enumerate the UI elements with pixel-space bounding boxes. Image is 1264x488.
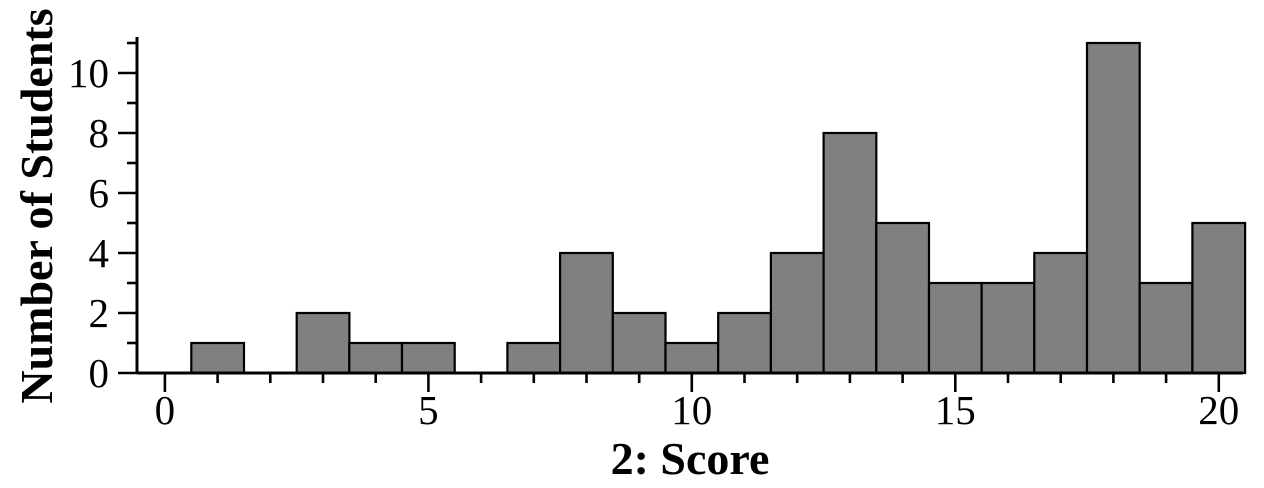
tick-layer <box>118 41 1221 392</box>
bar-score-8 <box>558 251 614 375</box>
bar-score-20 <box>1191 221 1247 375</box>
y-tick-label-0: 0 <box>89 350 110 396</box>
x-tick-label-10: 10 <box>671 387 712 433</box>
bar-score-3 <box>295 311 351 375</box>
bar-score-7 <box>506 341 562 375</box>
bars-layer <box>190 41 1247 375</box>
bar-score-12 <box>769 251 825 375</box>
axes-layer <box>135 37 1243 375</box>
bar-score-1 <box>190 341 246 375</box>
x-axis-title: 2: Score <box>611 433 770 484</box>
x-tick-label-15: 15 <box>935 387 976 433</box>
y-tick-label-4: 4 <box>89 230 110 276</box>
bar-score-18 <box>1085 41 1141 375</box>
x-tick-label-5: 5 <box>418 387 439 433</box>
bar-score-11 <box>717 311 773 375</box>
y-tick-label-6: 6 <box>89 170 110 216</box>
bar-score-4 <box>348 341 404 375</box>
bar-score-19 <box>1138 281 1194 375</box>
bar-score-16 <box>980 281 1036 375</box>
bar-score-5 <box>400 341 456 375</box>
x-tick-label-20: 20 <box>1198 387 1239 433</box>
y-tick-label-8: 8 <box>89 110 110 156</box>
y-tick-label-10: 10 <box>68 50 109 96</box>
tick-label-layer: 0 5 10 15 20 0 2 4 6 8 10 <box>68 50 1239 433</box>
bar-score-14 <box>875 221 931 375</box>
x-tick-label-0: 0 <box>155 387 176 433</box>
y-tick-label-2: 2 <box>89 290 110 336</box>
bar-score-13 <box>822 131 878 375</box>
bar-score-9 <box>611 311 667 375</box>
bar-score-10 <box>664 341 720 375</box>
bar-score-17 <box>1033 251 1089 375</box>
bar-score-15 <box>927 281 983 375</box>
y-axis-title: Number of Students <box>11 8 62 403</box>
